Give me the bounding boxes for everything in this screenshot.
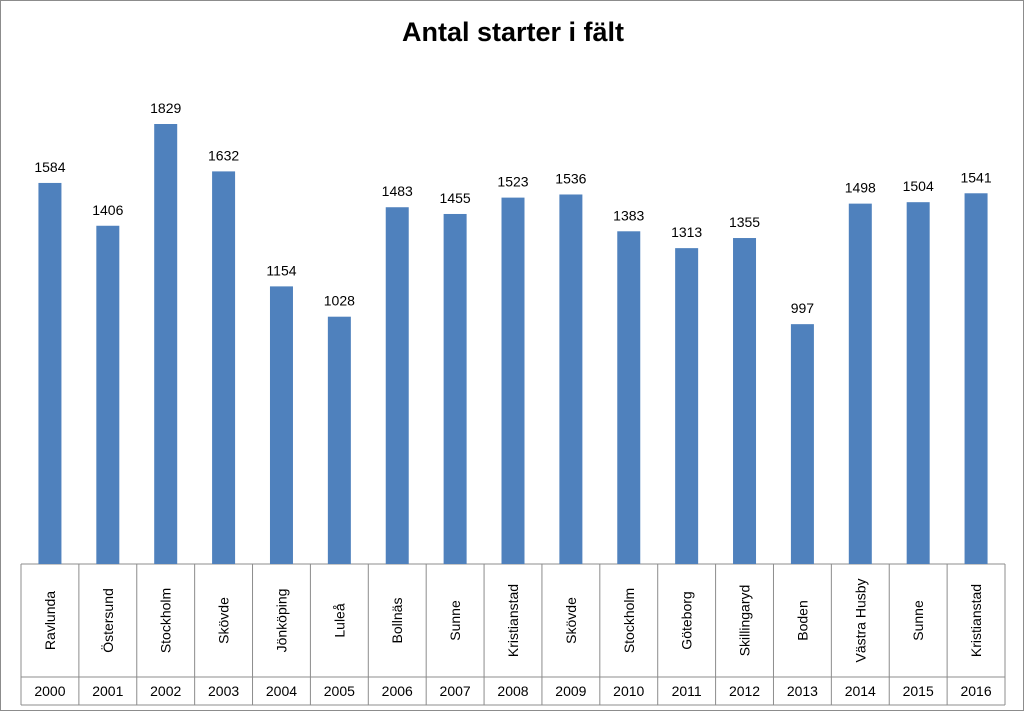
bar xyxy=(675,248,699,564)
data-label: 1541 xyxy=(960,169,991,185)
data-label: 1523 xyxy=(497,174,528,190)
category-label: Bollnäs xyxy=(389,598,405,644)
category-label: Boden xyxy=(794,600,810,640)
year-label: 2016 xyxy=(960,683,991,699)
bar xyxy=(38,182,62,564)
category-label: Skillingaryd xyxy=(737,585,753,657)
data-label: 997 xyxy=(791,300,815,316)
data-label: 1498 xyxy=(845,180,876,196)
category-label: Stockholm xyxy=(158,588,174,653)
year-label: 2000 xyxy=(34,683,65,699)
data-label: 1504 xyxy=(903,178,934,194)
year-label: 2009 xyxy=(555,683,586,699)
data-label: 1355 xyxy=(729,214,760,230)
category-label: Västra Husby xyxy=(852,578,868,662)
year-label: 2015 xyxy=(903,683,934,699)
bar xyxy=(501,197,525,564)
year-label: 2001 xyxy=(92,683,123,699)
bar xyxy=(327,316,351,564)
year-label: 2008 xyxy=(497,683,528,699)
data-label: 1406 xyxy=(92,202,123,218)
bar xyxy=(617,231,641,564)
year-label: 2005 xyxy=(324,683,355,699)
chart-title: Antal starter i fält xyxy=(401,17,625,47)
data-label: 1536 xyxy=(555,170,586,186)
data-label: 1028 xyxy=(324,293,355,309)
category-label: Ravlunda xyxy=(42,591,58,650)
bar xyxy=(96,225,120,564)
bar xyxy=(848,203,872,564)
year-label: 2014 xyxy=(845,683,876,699)
data-label: 1584 xyxy=(34,159,65,175)
year-label: 2012 xyxy=(729,683,760,699)
data-label: 1154 xyxy=(266,262,296,278)
bar xyxy=(212,171,236,564)
bar xyxy=(269,286,293,564)
data-label: 1455 xyxy=(440,190,471,206)
category-label: Jönköping xyxy=(273,589,289,653)
data-label: 1483 xyxy=(382,183,413,199)
year-label: 2002 xyxy=(150,683,181,699)
bar xyxy=(790,324,814,564)
bar xyxy=(964,193,988,565)
data-label: 1632 xyxy=(208,147,239,163)
bar xyxy=(154,124,178,564)
bar xyxy=(385,207,409,564)
category-label: Sunne xyxy=(447,600,463,641)
category-label: Skövde xyxy=(216,597,232,644)
category-label: Kristianstad xyxy=(968,584,984,657)
year-label: 2007 xyxy=(440,683,471,699)
year-label: 2010 xyxy=(613,683,644,699)
data-label: 1829 xyxy=(150,100,181,116)
category-label: Göteborg xyxy=(679,591,695,649)
bar xyxy=(733,238,757,564)
data-label: 1313 xyxy=(671,224,702,240)
bar xyxy=(559,194,583,564)
category-label: Skövde xyxy=(563,597,579,644)
year-label: 2006 xyxy=(382,683,413,699)
category-label: Sunne xyxy=(910,600,926,641)
year-label: 2011 xyxy=(672,683,702,699)
year-label: 2013 xyxy=(787,683,818,699)
year-label: 2004 xyxy=(266,683,297,699)
year-label: 2003 xyxy=(208,683,239,699)
bar xyxy=(906,202,930,564)
category-label: Kristianstad xyxy=(505,584,521,657)
category-label: Stockholm xyxy=(621,588,637,653)
data-label: 1383 xyxy=(613,207,644,223)
category-label: Östersund xyxy=(99,588,116,653)
bar xyxy=(443,213,467,564)
category-label: Luleå xyxy=(331,603,347,637)
